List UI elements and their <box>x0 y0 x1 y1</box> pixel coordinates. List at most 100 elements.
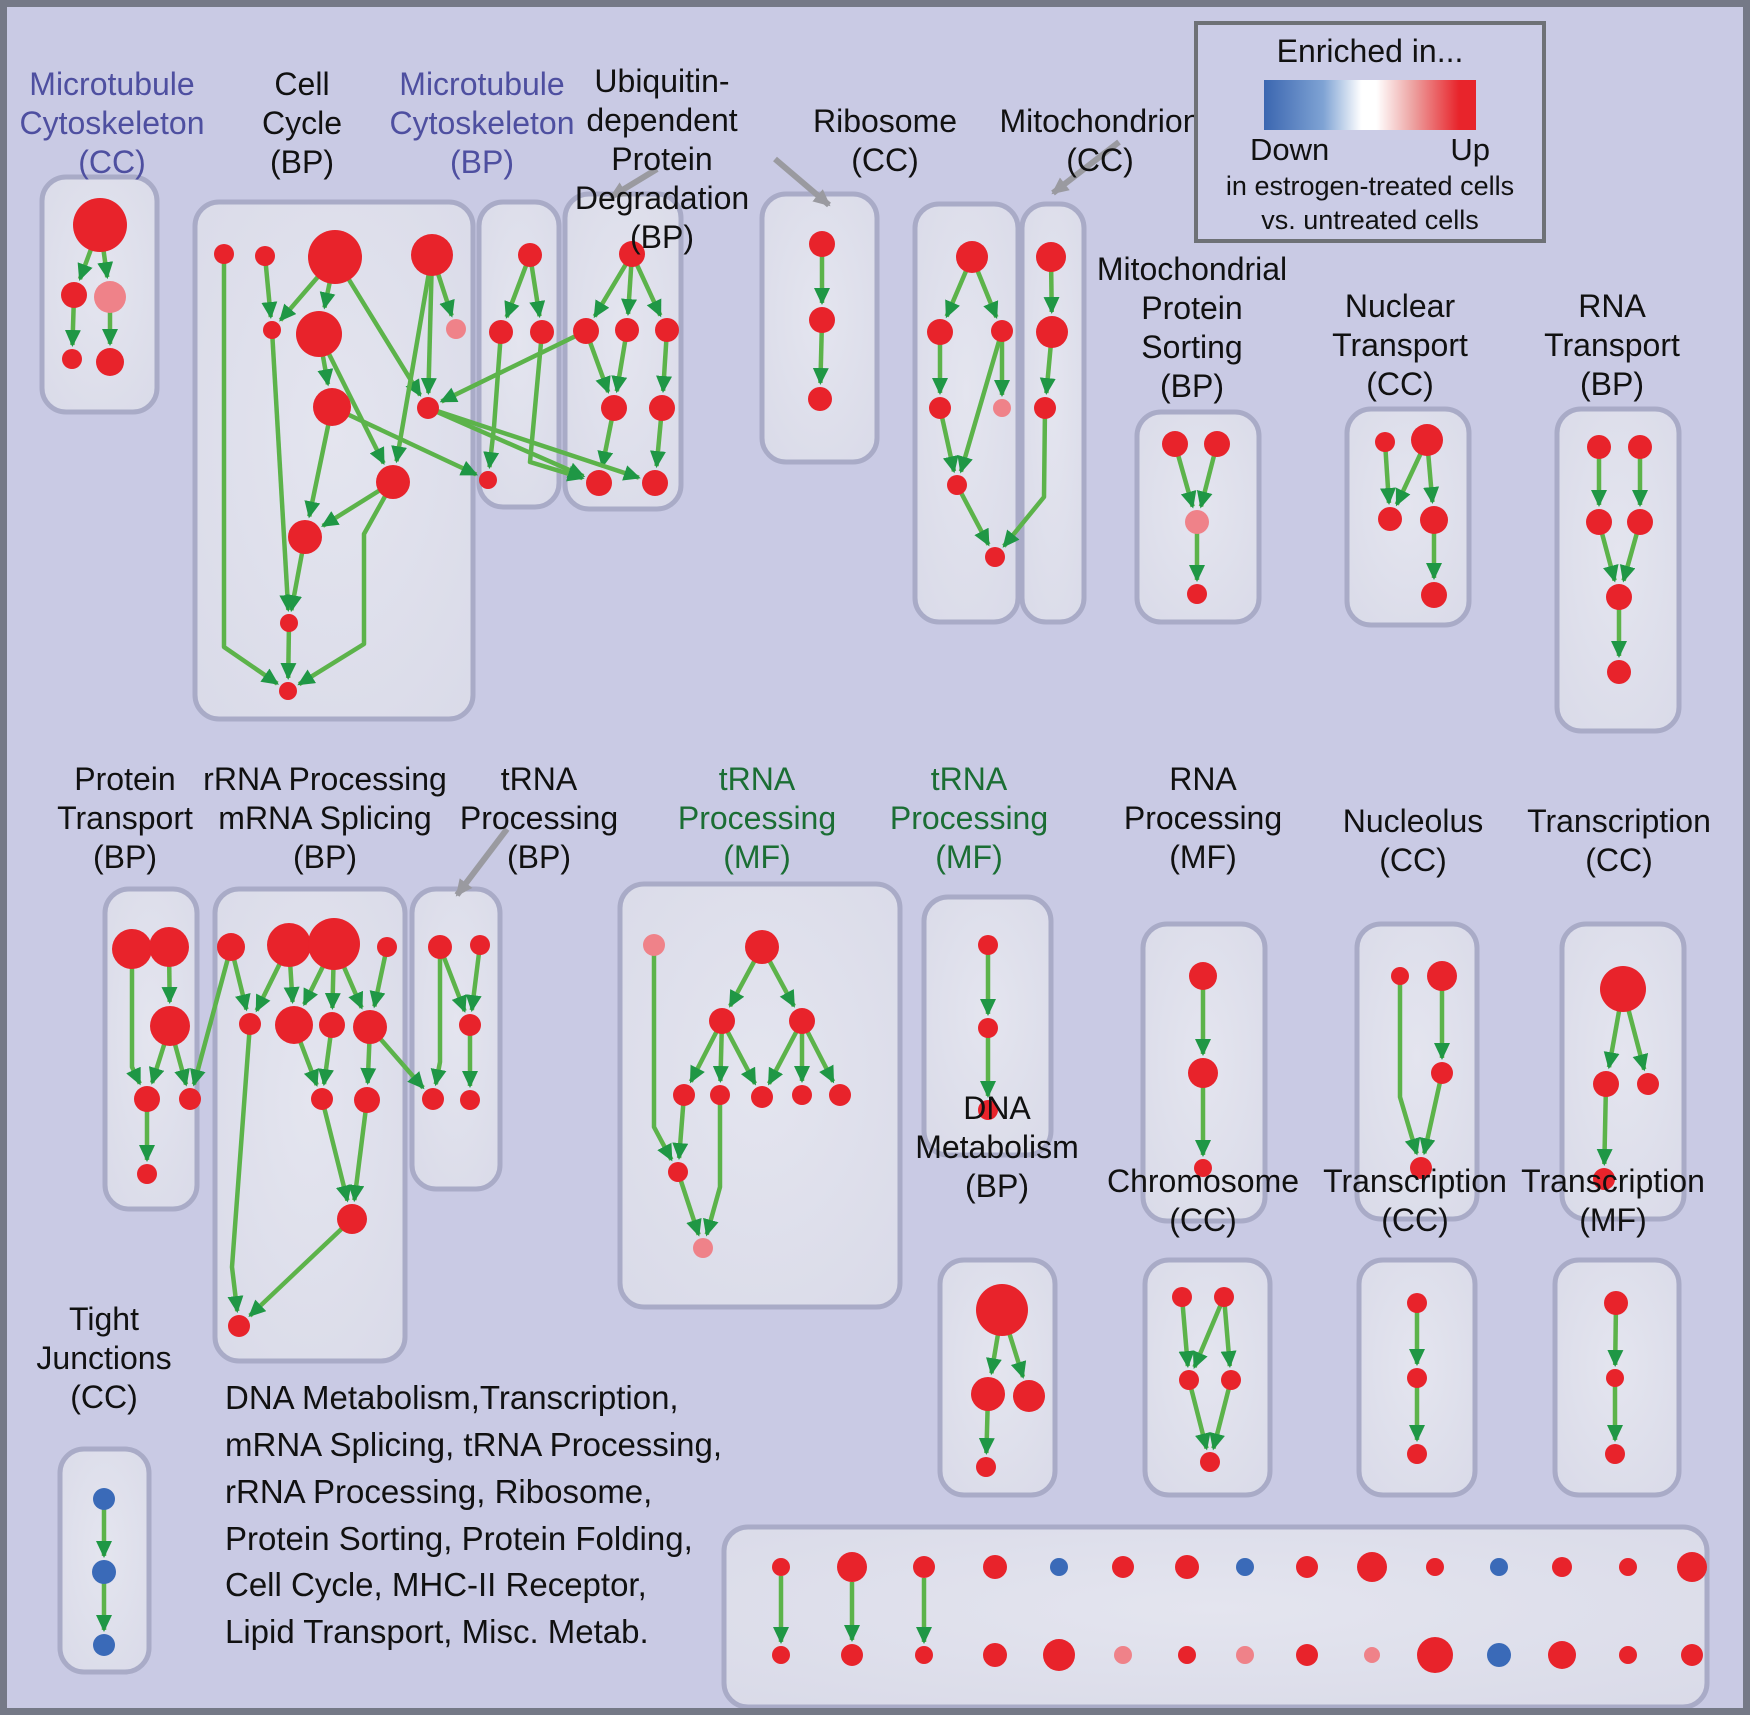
edge <box>439 328 587 404</box>
node-microtubule-cc-1 <box>61 282 87 308</box>
edge <box>280 622 297 681</box>
node-microtubule-bp-2 <box>530 320 554 344</box>
node-microtubule-cc-4 <box>96 348 124 376</box>
cluster-box-trna-processing-bp <box>409 886 503 1192</box>
node-rrna-processing-mrna-splicing-bp-7 <box>353 1010 387 1044</box>
edge <box>316 332 386 466</box>
node-protein-transport-bp-0 <box>112 929 152 969</box>
node-ribosome-cc-3 <box>929 397 951 419</box>
strip-node-bottom-8 <box>1236 1646 1254 1664</box>
strip-node-top-9 <box>1296 1556 1318 1578</box>
edge <box>420 254 437 396</box>
node-ubiquitin-right-1 <box>809 307 835 333</box>
node-cell-cycle-bp-4 <box>263 321 281 339</box>
edge <box>126 949 142 1086</box>
node-cell-cycle-bp-8 <box>417 397 439 419</box>
edge <box>955 483 991 547</box>
node-cell-cycle-bp-1 <box>255 246 275 266</box>
node-trna-processing-bp-3 <box>422 1088 444 1110</box>
strip-node-top-4 <box>983 1555 1007 1579</box>
strip-node-bottom-9 <box>1296 1644 1318 1666</box>
strip-node-bottom-3 <box>915 1646 933 1664</box>
node-rna-transport-bp-3 <box>1627 509 1653 535</box>
node-ubiquitin-left-7 <box>642 470 668 496</box>
node-rrna-processing-mrna-splicing-bp-6 <box>319 1012 345 1038</box>
node-ubiquitin-left-6 <box>586 470 612 496</box>
node-cell-cycle-bp-2 <box>308 230 362 284</box>
node-ribosome-cc-6 <box>985 547 1005 567</box>
cluster-box-nuclear-transport-cc <box>1344 406 1472 628</box>
node-protein-transport-bp-3 <box>134 1086 160 1112</box>
edge <box>1380 441 1396 506</box>
node-transcription-cc-mid-1 <box>1593 1071 1619 1097</box>
node-rna-processing-mf-2 <box>1194 1159 1212 1177</box>
node-ribosome-cc-1 <box>927 319 953 345</box>
edge <box>1596 1083 1613 1167</box>
node-cell-cycle-bp-6 <box>446 319 466 339</box>
edge <box>427 405 586 479</box>
edge <box>261 255 278 320</box>
node-ubiquitin-right-0 <box>809 231 835 257</box>
node-trna-processing-mf-small-1 <box>978 1018 998 1038</box>
node-ubiquitin-left-1 <box>573 318 599 344</box>
strip-node-bottom-11 <box>1417 1637 1453 1673</box>
edge <box>957 330 1005 474</box>
legend-title: Enriched in... <box>1276 33 1464 69</box>
strip-node-bottom-1 <box>772 1646 790 1664</box>
node-trna-processing-mf-small-0 <box>978 935 998 955</box>
node-transcription-cc-mid-0 <box>1600 966 1646 1012</box>
node-rna-transport-bp-0 <box>1587 435 1611 459</box>
node-nuclear-transport-cc-4 <box>1421 582 1447 608</box>
node-ribosome-cc-0 <box>956 241 988 273</box>
edge <box>248 1217 354 1318</box>
strip-node-bottom-12 <box>1487 1643 1511 1667</box>
edge <box>1002 407 1048 548</box>
node-microtubule-cc-2 <box>94 281 126 313</box>
node-mitochondrial-protein-sorting-bp-3 <box>1187 584 1207 604</box>
network-diagram <box>39 139 1710 1708</box>
node-mitochondrion-cc-0 <box>1036 242 1066 272</box>
strip-node-bottom-15 <box>1681 1644 1703 1666</box>
node-transcription-cc-bottom-2 <box>1407 1444 1427 1464</box>
node-trna-processing-bp-0 <box>428 935 452 959</box>
node-cell-cycle-bp-0 <box>214 244 234 264</box>
node-transcription-cc-bottom-0 <box>1407 1293 1427 1313</box>
label-pointer-arrow <box>1051 139 1121 196</box>
strip-node-top-15 <box>1677 1552 1707 1582</box>
node-ubiquitin-left-3 <box>655 318 679 342</box>
strip-node-bottom-4 <box>983 1643 1007 1667</box>
edge <box>1178 1296 1195 1369</box>
node-tight-junctions-cc-1 <box>92 1560 116 1584</box>
node-rna-transport-bp-1 <box>1628 435 1652 459</box>
edge <box>1209 1379 1234 1451</box>
node-trna-processing-mf-large-5 <box>710 1085 730 1105</box>
node-ubiquitin-right-2 <box>808 387 832 411</box>
strip-node-top-14 <box>1619 1558 1637 1576</box>
node-rna-transport-bp-4 <box>1606 584 1632 610</box>
strip-node-top-2 <box>837 1552 867 1582</box>
node-chromosome-cc-4 <box>1200 1452 1220 1472</box>
node-transcription-cc-bottom-1 <box>1407 1368 1427 1388</box>
strip-node-bottom-14 <box>1619 1646 1637 1664</box>
node-transcription-mf-2 <box>1605 1444 1625 1464</box>
node-mitochondrial-protein-sorting-bp-0 <box>1162 431 1188 457</box>
node-trna-processing-bp-4 <box>460 1090 480 1110</box>
node-rrna-processing-mrna-splicing-bp-11 <box>228 1315 250 1337</box>
edge <box>391 254 435 464</box>
node-rrna-processing-mrna-splicing-bp-9 <box>354 1087 380 1113</box>
node-dna-metabolism-bp-0 <box>976 1284 1028 1336</box>
node-rrna-processing-mrna-splicing-bp-2 <box>308 918 360 970</box>
node-rrna-processing-mrna-splicing-bp-4 <box>239 1013 261 1035</box>
node-rna-transport-bp-2 <box>1586 509 1612 535</box>
strip-node-bottom-10 <box>1364 1647 1380 1663</box>
node-cell-cycle-bp-11 <box>280 614 298 632</box>
node-dna-metabolism-bp-3 <box>976 1457 996 1477</box>
edge <box>331 404 479 477</box>
node-trna-processing-mf-large-9 <box>668 1162 688 1182</box>
node-cell-cycle-bp-12 <box>279 682 297 700</box>
node-protein-transport-bp-5 <box>137 1164 157 1184</box>
node-ubiquitin-left-2 <box>615 318 639 342</box>
node-dna-metabolism-bp-2 <box>1013 1380 1045 1412</box>
node-chromosome-cc-0 <box>1172 1287 1192 1307</box>
legend-down-label: Down <box>1250 132 1330 167</box>
